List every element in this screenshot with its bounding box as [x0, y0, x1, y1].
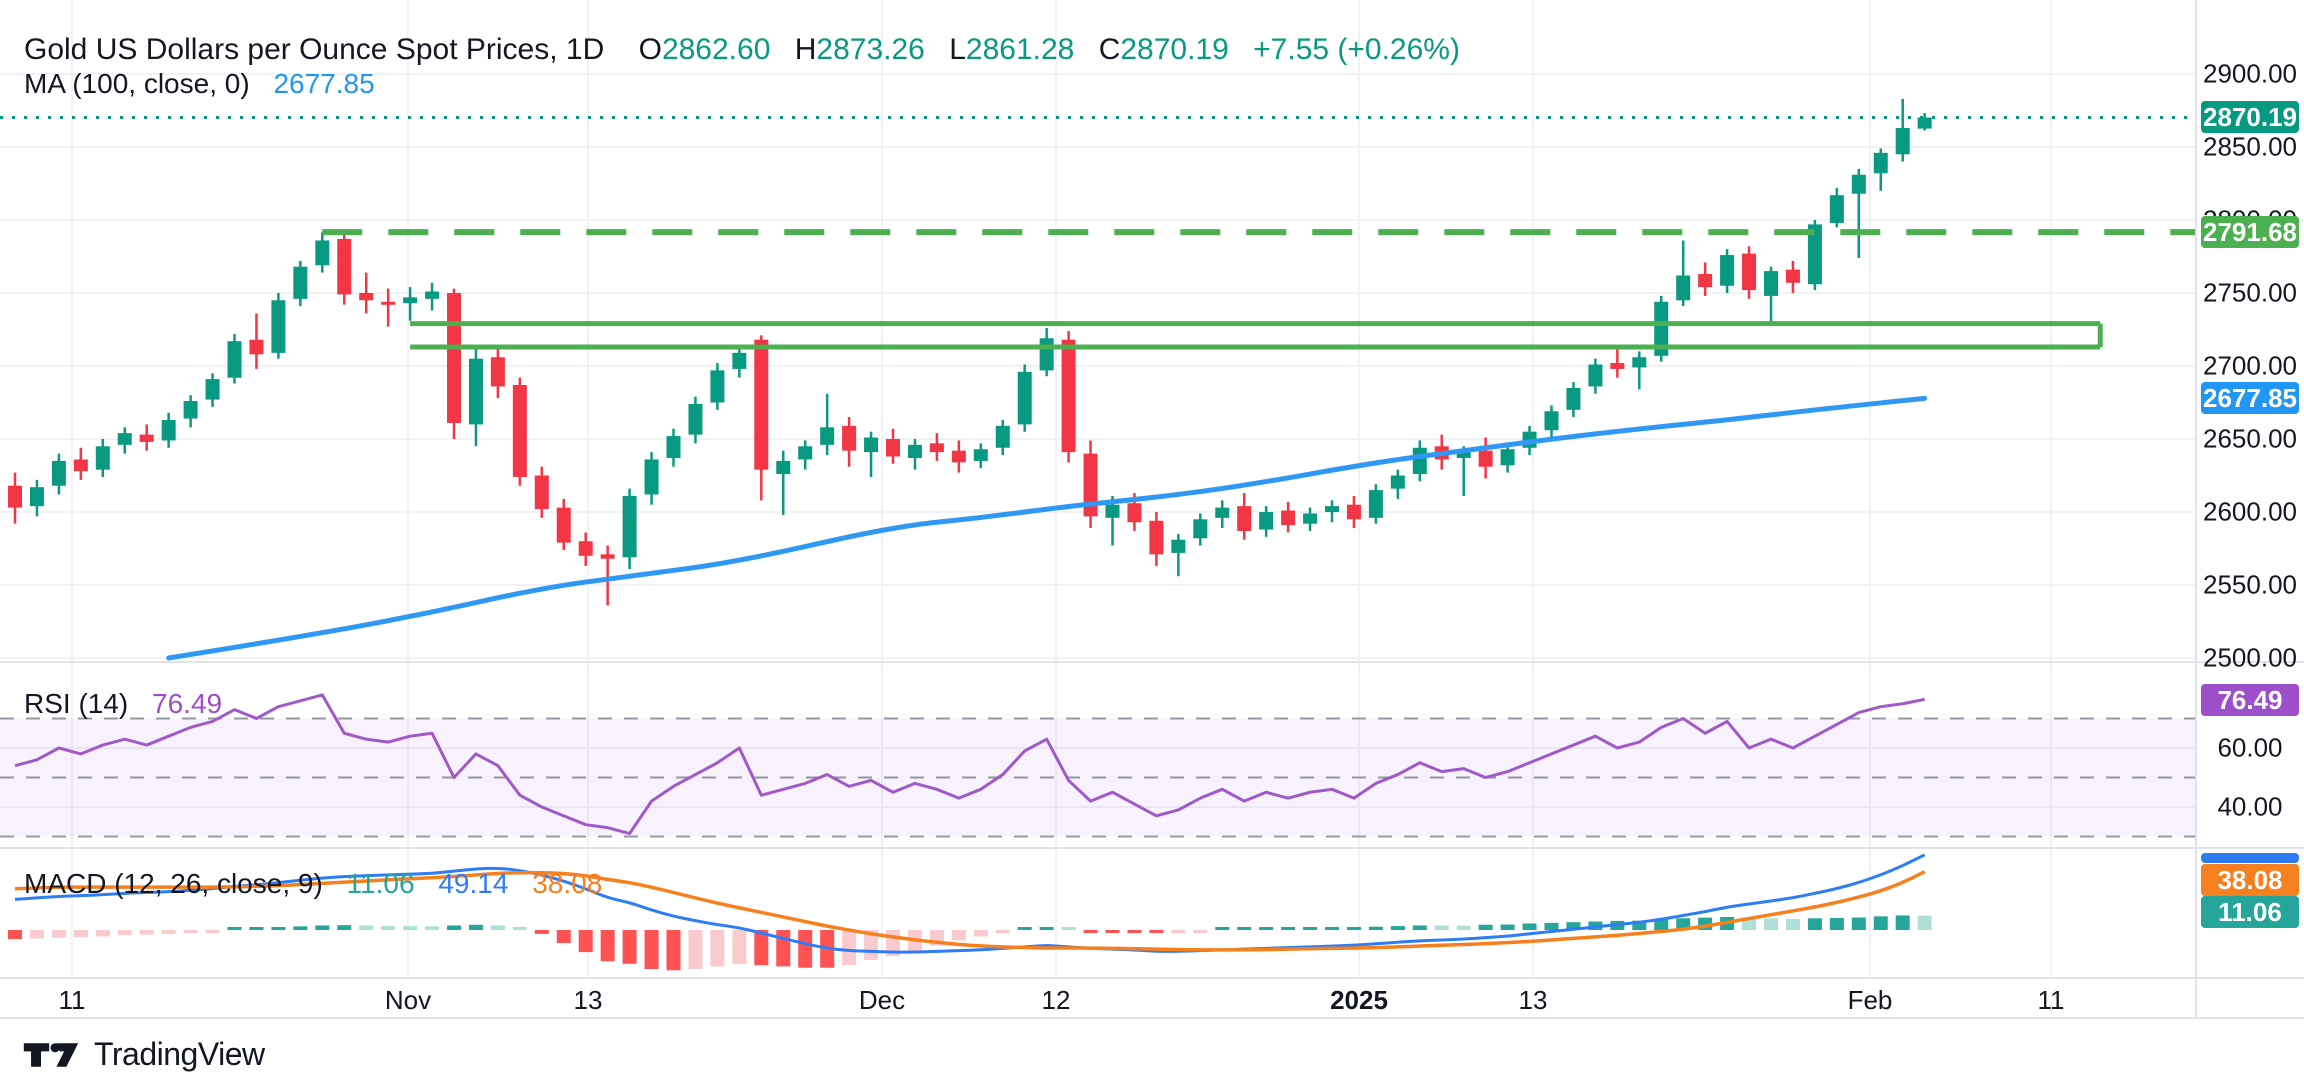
ma-legend[interactable]: MA (100, close, 0) 2677.85: [24, 68, 375, 100]
time-axis-label: Dec: [858, 985, 906, 1015]
price-change: +7.55 (+0.26%): [1253, 33, 1460, 66]
rsi-label: RSI (14): [24, 688, 129, 719]
price-axis-badge: 38.08: [2201, 864, 2299, 896]
price-axis-badge: 11.06: [2201, 896, 2299, 928]
price-axis-label: 2550.00: [2203, 569, 2297, 600]
macd-signal-value: 38.08: [532, 868, 603, 899]
price-axis-label: 2750.00: [2203, 277, 2297, 308]
price-axis-badge: [2201, 853, 2299, 863]
price-axis-label: 2700.00: [2203, 350, 2297, 381]
price-axis-badge: 2870.19: [2201, 101, 2299, 133]
price-axis-label: 2600.00: [2203, 496, 2297, 527]
price-axis-label: 2650.00: [2203, 423, 2297, 454]
tradingview-logo-icon: [23, 1042, 79, 1067]
macd-signal-line[interactable]: [14, 870, 1926, 952]
candles: [8, 98, 1932, 606]
ohlc-low: L2861.28: [949, 33, 1075, 66]
ohlc-close: C2870.19: [1098, 33, 1229, 66]
macd-histogram: [8, 915, 1932, 971]
time-axis-label: 11: [58, 985, 86, 1015]
rsi-line[interactable]: [14, 693, 1925, 836]
time-axis-label: 2025: [1330, 985, 1388, 1015]
price-axis-label: 2500.00: [2203, 642, 2297, 673]
time-axis-label: 13: [573, 985, 603, 1015]
ohlc-high: H2873.26: [794, 33, 925, 66]
symbol-legend[interactable]: Gold US Dollars per Ounce Spot Prices, 1…: [24, 33, 1460, 67]
time-axis-label: Nov: [384, 985, 432, 1015]
rsi-value: 76.49: [152, 688, 223, 719]
price-axis-label: 2900.00: [2203, 58, 2297, 89]
tradingview-logo[interactable]: TradingView: [22, 1036, 265, 1073]
price-axis-badge: 76.49: [2201, 684, 2299, 716]
macd-legend[interactable]: MACD (12, 26, close, 9) 11.06 49.14 38.0…: [24, 868, 602, 900]
gridlines: [0, 0, 2196, 978]
rsi-legend[interactable]: RSI (14) 76.49: [24, 688, 222, 720]
price-axis-badge: 2677.85: [2201, 382, 2299, 414]
price-axis-label: 40.00: [2217, 791, 2283, 822]
supply-zone-box[interactable]: [410, 321, 2103, 350]
tradingview-logo-text: TradingView: [94, 1036, 265, 1072]
price-axis-label: 2850.00: [2203, 131, 2297, 162]
ma-line[interactable]: [166, 395, 1928, 661]
macd-line-value: 49.14: [438, 868, 509, 899]
macd-hist-value: 11.06: [346, 868, 415, 899]
time-axis-label: 11: [2037, 985, 2065, 1015]
symbol-title: Gold US Dollars per Ounce Spot Prices, 1…: [24, 33, 605, 66]
macd-label: MACD (12, 26, close, 9): [24, 868, 323, 899]
time-axis-label: Feb: [1847, 985, 1893, 1015]
ma-value: 2677.85: [273, 68, 375, 99]
time-axis-label: 12: [1041, 985, 1071, 1015]
rsi-band-lines: [0, 717, 2196, 838]
macd-line[interactable]: [14, 853, 1926, 954]
ma-label: MA (100, close, 0): [24, 68, 250, 99]
ohlc-open: O2862.60: [638, 33, 771, 66]
price-axis[interactable]: 2900.002850.002800.002750.002700.002650.…: [2196, 0, 2304, 1018]
price-axis-badge: 2791.68: [2201, 216, 2299, 248]
time-axis[interactable]: 11 Nov 13 Dec 12 2025 13 Feb 11: [0, 978, 2196, 1018]
pane-separators[interactable]: [0, 0, 2304, 1019]
price-axis-label: 60.00: [2217, 732, 2283, 763]
time-axis-label: 13: [1518, 985, 1548, 1015]
